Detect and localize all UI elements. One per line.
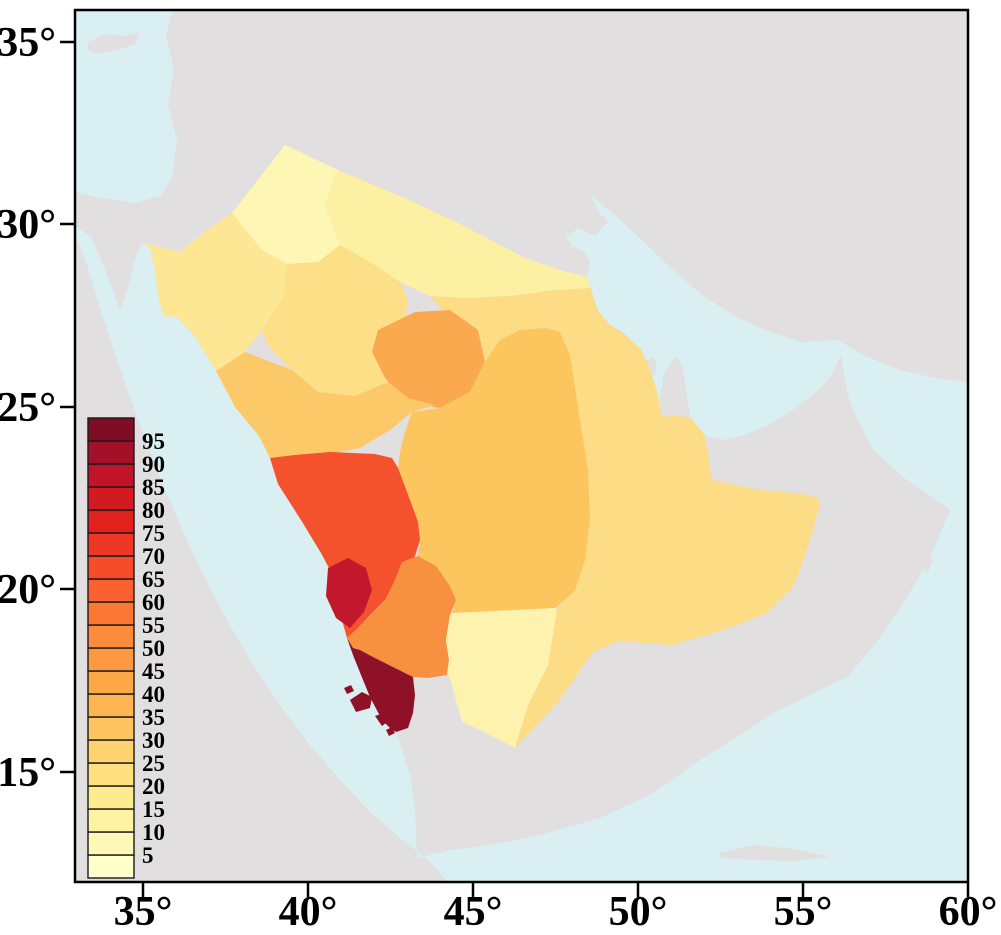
region-eastern-province [430,277,820,748]
farasan-island-4 [386,727,395,736]
legend-label-85: 85 [142,475,165,500]
region-hail [262,245,408,396]
masirah-island [920,552,933,572]
legend-label-35: 35 [142,705,165,730]
legend-label-10: 10 [142,820,165,845]
x-tick-label-45°: 45° [444,889,503,930]
legend-cell-85-90 [87,463,135,488]
farasan-island-1 [350,692,372,712]
region-northern-borders [325,170,590,298]
x-tick-label-55°: 55° [774,889,833,930]
farasan-island-2 [375,712,391,726]
x-tick-label-35°: 35° [114,889,173,930]
map-frame [73,8,970,884]
legend-cell-90-95 [87,440,135,465]
map-canvas [75,10,968,882]
legend-label-60: 60 [142,590,165,615]
legend-cell-10-15 [87,808,135,833]
legend-label-50: 50 [142,636,165,661]
legend-cell-80-85 [87,486,135,511]
red-sea-arabian-sea-persian-gulf [75,195,968,882]
legend-cell-30-35 [87,716,135,741]
legend-cell-75-80 [87,509,135,534]
y-tick-label-15°: 15° [0,750,56,796]
x-axis-longitude: 35° 40° 45° 50° 55° 60° [114,882,998,935]
legend-cell-95-100 [87,417,135,442]
legend-cell-55-60 [87,601,135,626]
legend-label-40: 40 [142,682,165,707]
legend-cell-15-20 [87,785,135,810]
legend-cell-20-25 [87,762,135,787]
legend-cell-65-70 [87,555,135,580]
legend-cell-35-40 [87,693,135,718]
legend-label-30: 30 [142,728,165,753]
legend-cell-25-30 [87,739,135,764]
legend-label-80: 80 [142,498,165,523]
farasan-island-3 [344,685,354,694]
y-tick-label-25°: 25° [0,385,56,431]
legend-label-20: 20 [142,774,165,799]
legend-label-5: 5 [142,843,154,868]
region-medina [216,352,435,458]
x-tick-label-40°: 40° [279,889,338,930]
y-tick-label-30°: 30° [0,202,56,248]
qatar-peninsula [660,357,691,418]
y-tick-label-35°: 35° [0,20,56,66]
cyprus-island [88,32,140,54]
region-mecca [270,452,420,638]
legend-cell-0-5 [87,854,135,879]
legend-label-65: 65 [142,567,165,592]
region-riyadh [398,328,590,613]
region-tabuk [143,213,287,371]
gulf-head-islet [596,216,608,228]
legend-label-55: 55 [142,613,165,638]
legend-label-70: 70 [142,544,165,569]
legend-label-75: 75 [142,521,165,546]
legend-label-90: 90 [142,452,165,477]
socotra-island [718,845,830,861]
legend-cell-40-45 [87,670,135,695]
y-tick-label-20°: 20° [0,567,56,613]
region-al-jawf [232,145,340,264]
legend-cell-70-75 [87,532,135,557]
x-tick-label-60°: 60° [939,889,998,930]
legend-label-45: 45 [142,659,165,684]
region-najran [446,608,557,748]
x-tick-label-50°: 50° [609,889,668,930]
legend-label-95: 95 [142,429,165,454]
region-al-qassim [372,310,485,408]
region-al-bahah [326,558,372,628]
mediterranean-sea [75,10,177,203]
legend-label-25: 25 [142,751,165,776]
y-axis-latitude: 35° 30° 25° 20° 15° [0,20,75,796]
legend-label-15: 15 [142,797,165,822]
region-asir [347,556,456,678]
legend-cell-60-65 [87,578,135,603]
legend-cell-50-55 [87,624,135,649]
legend-cell-5-10 [87,831,135,856]
legend-cell-45-50 [87,647,135,672]
region-jazan [347,638,415,732]
